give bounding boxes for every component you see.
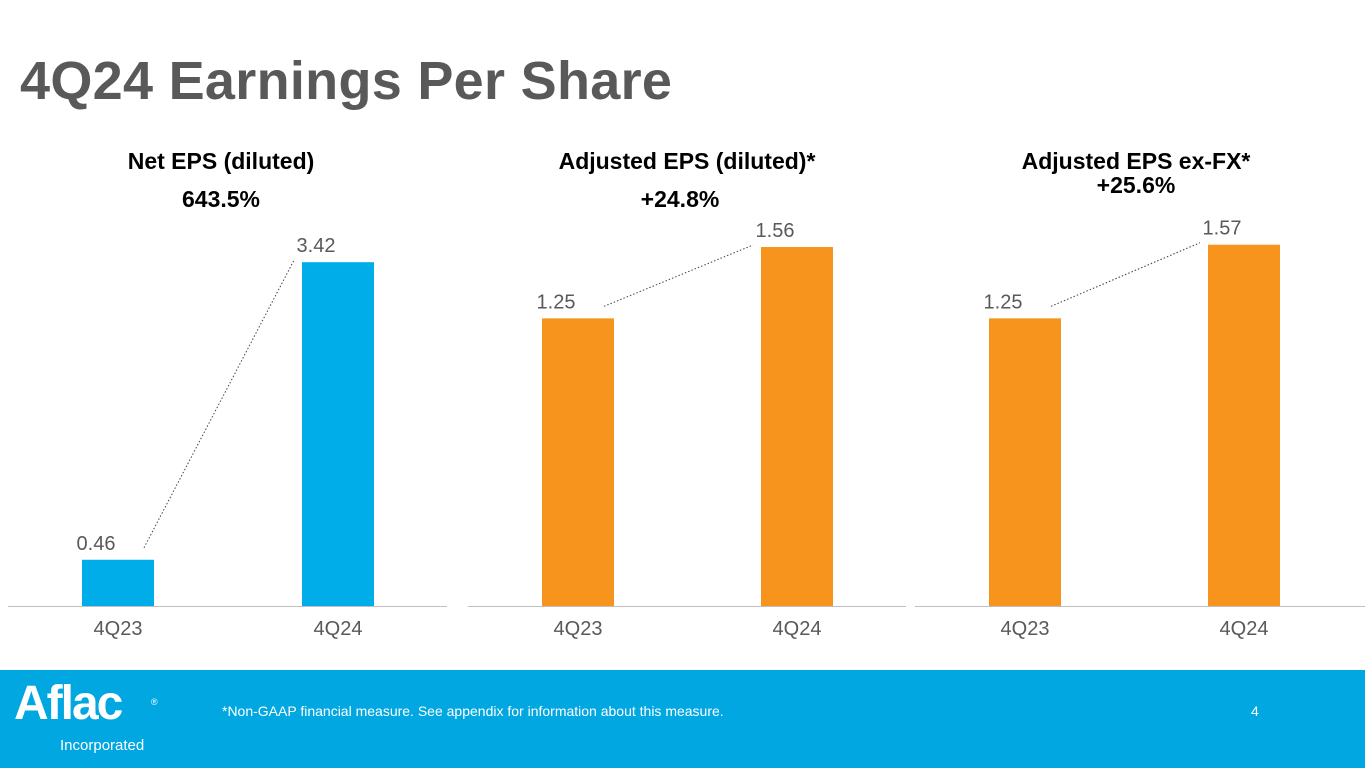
chart-title-adjusted-eps: Adjusted EPS (diluted)*	[558, 148, 816, 174]
x-tick-label-0-0: 4Q23	[94, 618, 143, 640]
bar-2-4Q24	[1208, 244, 1280, 606]
x-tick-label-0-1: 4Q24	[314, 618, 363, 640]
x-tick-label-1-0: 4Q23	[554, 618, 603, 640]
data-label-2-0: 1.25	[984, 291, 1023, 313]
aflac-logo: Aflac	[14, 677, 123, 730]
chart-change-adjusted-eps: +24.8%	[640, 186, 720, 212]
eps-charts: 0.46 4Q23 3.42 4Q24 1.25 4Q23 1.56 4Q24 1.25 4Q23…	[8, 218, 1365, 640]
footnote: *Non-GAAP financial measure. See appendi…	[222, 703, 724, 719]
chart-title-adjusted-eps-ex-fx: Adjusted EPS ex-FX*	[1021, 148, 1251, 174]
bar-1-4Q23	[542, 318, 614, 606]
logo-registered-mark: ®	[151, 697, 158, 707]
bar-2-4Q23	[989, 318, 1061, 606]
chart-change-net-eps: 643.5%	[181, 186, 261, 212]
x-tick-label-2-1: 4Q24	[1220, 618, 1269, 640]
trend-connector-1	[603, 244, 754, 307]
chart-change-adjusted-eps-ex-fx: +25.6%	[1096, 172, 1176, 198]
logo-subtext: Incorporated	[60, 737, 145, 754]
data-label-2-1: 1.57	[1203, 218, 1242, 240]
data-label-1-1: 1.56	[756, 220, 795, 242]
trend-connector-2	[1050, 242, 1201, 307]
bar-0-4Q23	[82, 559, 154, 606]
data-label-0-0: 0.46	[77, 533, 116, 555]
x-tick-label-1-1: 4Q24	[773, 618, 822, 640]
bar-1-4Q24	[761, 247, 833, 606]
footer-bar	[0, 670, 1365, 768]
trend-connector-0	[143, 259, 295, 548]
page-number: 4	[1251, 703, 1259, 719]
bar-0-4Q24	[302, 262, 374, 606]
page-title: 4Q24 Earnings Per Share	[20, 51, 673, 111]
chart-title-net-eps: Net EPS (diluted)	[127, 148, 315, 174]
data-label-1-0: 1.25	[537, 291, 576, 313]
data-label-0-1: 3.42	[297, 235, 336, 257]
x-tick-label-2-0: 4Q23	[1001, 618, 1050, 640]
